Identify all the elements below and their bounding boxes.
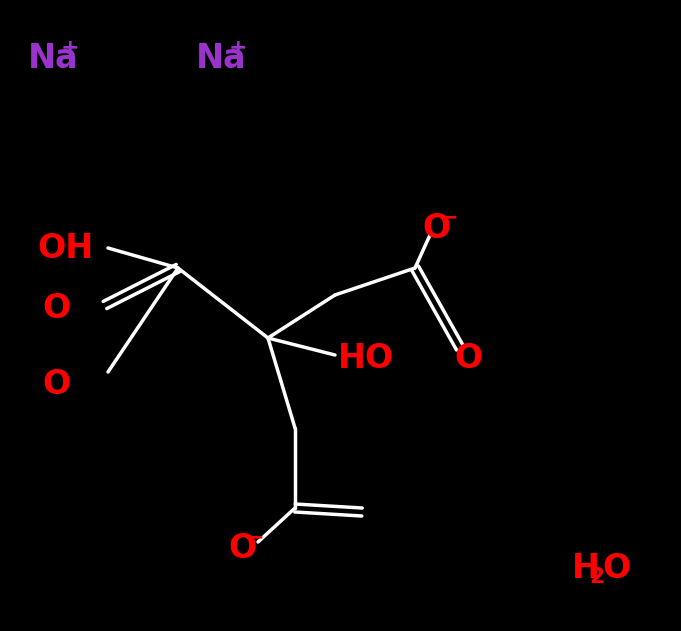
Text: H: H xyxy=(572,551,600,584)
Text: O: O xyxy=(422,211,450,244)
Text: O: O xyxy=(228,531,256,565)
Text: −: − xyxy=(245,528,264,548)
Text: OH: OH xyxy=(37,232,93,264)
Text: HO: HO xyxy=(338,341,394,375)
Text: Na: Na xyxy=(28,42,78,74)
Text: Na: Na xyxy=(196,42,247,74)
Text: O: O xyxy=(42,369,70,401)
Text: +: + xyxy=(228,38,247,58)
Text: 2: 2 xyxy=(589,567,605,587)
Text: O: O xyxy=(42,292,70,324)
Text: O: O xyxy=(602,551,630,584)
Text: O: O xyxy=(454,341,482,375)
Text: −: − xyxy=(439,208,458,228)
Text: +: + xyxy=(61,38,79,58)
